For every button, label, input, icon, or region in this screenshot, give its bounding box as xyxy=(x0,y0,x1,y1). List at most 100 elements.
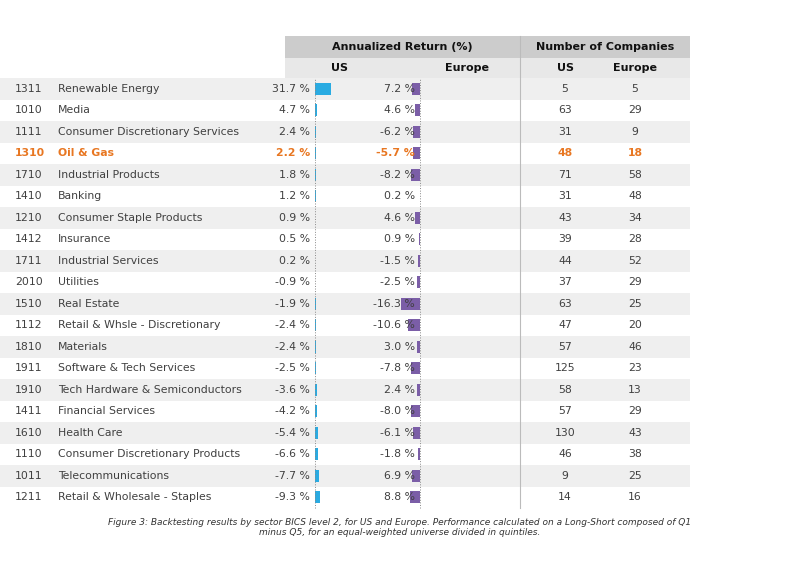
Text: 31: 31 xyxy=(558,191,572,201)
Text: Figure 3: Backtesting results by sector BICS level 2, for US and Europe. Perform: Figure 3: Backtesting results by sector … xyxy=(109,518,691,537)
Text: -1.8 %: -1.8 % xyxy=(380,449,415,459)
Bar xyxy=(285,58,690,78)
Bar xyxy=(0,336,690,358)
Bar xyxy=(411,362,420,374)
Text: 2010: 2010 xyxy=(15,277,42,287)
Text: Materials: Materials xyxy=(58,342,108,352)
Text: 1.8 %: 1.8 % xyxy=(279,170,310,180)
Bar xyxy=(418,384,420,396)
Text: 2.4 %: 2.4 % xyxy=(279,127,310,137)
Bar xyxy=(419,233,420,245)
Text: 43: 43 xyxy=(628,428,642,438)
Text: Real Estate: Real Estate xyxy=(58,299,119,309)
Bar xyxy=(315,319,316,331)
Text: -6.2 %: -6.2 % xyxy=(380,127,415,137)
Text: 9: 9 xyxy=(631,127,638,137)
Text: 25: 25 xyxy=(628,299,642,309)
Text: 34: 34 xyxy=(628,213,642,223)
Bar xyxy=(0,250,690,271)
Text: Tech Hardware & Semiconductors: Tech Hardware & Semiconductors xyxy=(58,385,242,395)
Text: 5: 5 xyxy=(631,84,638,94)
Bar xyxy=(315,448,318,460)
Text: -2.5 %: -2.5 % xyxy=(380,277,415,287)
Text: 5: 5 xyxy=(562,84,569,94)
Bar xyxy=(414,212,420,223)
Text: 4.6 %: 4.6 % xyxy=(384,213,415,223)
Text: Banking: Banking xyxy=(58,191,102,201)
Text: 25: 25 xyxy=(628,471,642,481)
Text: 1412: 1412 xyxy=(15,234,42,244)
Text: 31: 31 xyxy=(558,127,572,137)
Text: Media: Media xyxy=(58,105,91,115)
Text: -4.2 %: -4.2 % xyxy=(275,406,310,416)
Text: 44: 44 xyxy=(558,256,572,266)
Text: 28: 28 xyxy=(628,234,642,244)
Text: 47: 47 xyxy=(558,320,572,330)
Bar xyxy=(315,427,318,439)
Bar xyxy=(417,276,420,288)
Text: -2.5 %: -2.5 % xyxy=(275,363,310,373)
Text: 4.6 %: 4.6 % xyxy=(384,105,415,115)
Text: -8.2 %: -8.2 % xyxy=(380,170,415,180)
Text: 52: 52 xyxy=(628,256,642,266)
Text: Health Care: Health Care xyxy=(58,428,122,438)
Bar xyxy=(418,448,420,460)
Bar xyxy=(412,470,420,482)
Bar xyxy=(520,36,690,58)
Text: 71: 71 xyxy=(558,170,572,180)
Text: -5.4 %: -5.4 % xyxy=(275,428,310,438)
Bar xyxy=(0,293,690,314)
Text: -16.3 %: -16.3 % xyxy=(374,299,415,309)
Bar xyxy=(0,207,690,229)
Text: 1110: 1110 xyxy=(15,449,42,459)
Text: 0.2 %: 0.2 % xyxy=(384,191,415,201)
Text: 57: 57 xyxy=(558,342,572,352)
Text: 0.5 %: 0.5 % xyxy=(279,234,310,244)
Text: 1910: 1910 xyxy=(15,385,42,395)
Text: Annualized Return (%): Annualized Return (%) xyxy=(332,42,473,52)
Text: 14: 14 xyxy=(558,492,572,502)
Text: 0.2 %: 0.2 % xyxy=(279,256,310,266)
Bar xyxy=(0,121,690,142)
Bar xyxy=(315,362,316,374)
Text: Utilities: Utilities xyxy=(58,277,99,287)
Text: 57: 57 xyxy=(558,406,572,416)
Text: 16: 16 xyxy=(628,492,642,502)
Text: -5.7 %: -5.7 % xyxy=(376,148,415,158)
Text: 1310: 1310 xyxy=(15,148,45,158)
Text: Telecommunications: Telecommunications xyxy=(58,471,169,481)
Text: 1211: 1211 xyxy=(15,492,42,502)
Text: 2.2 %: 2.2 % xyxy=(276,148,310,158)
Text: 6.9 %: 6.9 % xyxy=(384,471,415,481)
Text: Oil & Gas: Oil & Gas xyxy=(58,148,114,158)
Bar xyxy=(414,104,420,116)
Text: -2.4 %: -2.4 % xyxy=(275,320,310,330)
Bar xyxy=(315,83,331,94)
Text: 39: 39 xyxy=(558,234,572,244)
Text: 1510: 1510 xyxy=(15,299,42,309)
Text: 43: 43 xyxy=(558,213,572,223)
Bar xyxy=(0,444,690,465)
Bar xyxy=(315,169,316,181)
Text: -0.9 %: -0.9 % xyxy=(275,277,310,287)
Bar xyxy=(408,319,420,331)
Text: Consumer Discretionary Services: Consumer Discretionary Services xyxy=(58,127,239,137)
Text: Retail & Whsle - Discretionary: Retail & Whsle - Discretionary xyxy=(58,320,220,330)
Text: 48: 48 xyxy=(628,191,642,201)
Text: 9: 9 xyxy=(562,471,569,481)
Text: Industrial Products: Industrial Products xyxy=(58,170,160,180)
Text: 63: 63 xyxy=(558,105,572,115)
Bar xyxy=(315,384,317,396)
Text: 2.4 %: 2.4 % xyxy=(384,385,415,395)
Text: US: US xyxy=(557,63,574,73)
Text: -7.8 %: -7.8 % xyxy=(380,363,415,373)
Text: 31.7 %: 31.7 % xyxy=(272,84,310,94)
Bar xyxy=(315,298,316,310)
Text: Industrial Services: Industrial Services xyxy=(58,256,158,266)
Text: -3.6 %: -3.6 % xyxy=(275,385,310,395)
Bar xyxy=(0,185,690,207)
Text: Software & Tech Services: Software & Tech Services xyxy=(58,363,195,373)
Text: 29: 29 xyxy=(628,105,642,115)
Text: -8.0 %: -8.0 % xyxy=(380,406,415,416)
Bar xyxy=(285,36,520,58)
